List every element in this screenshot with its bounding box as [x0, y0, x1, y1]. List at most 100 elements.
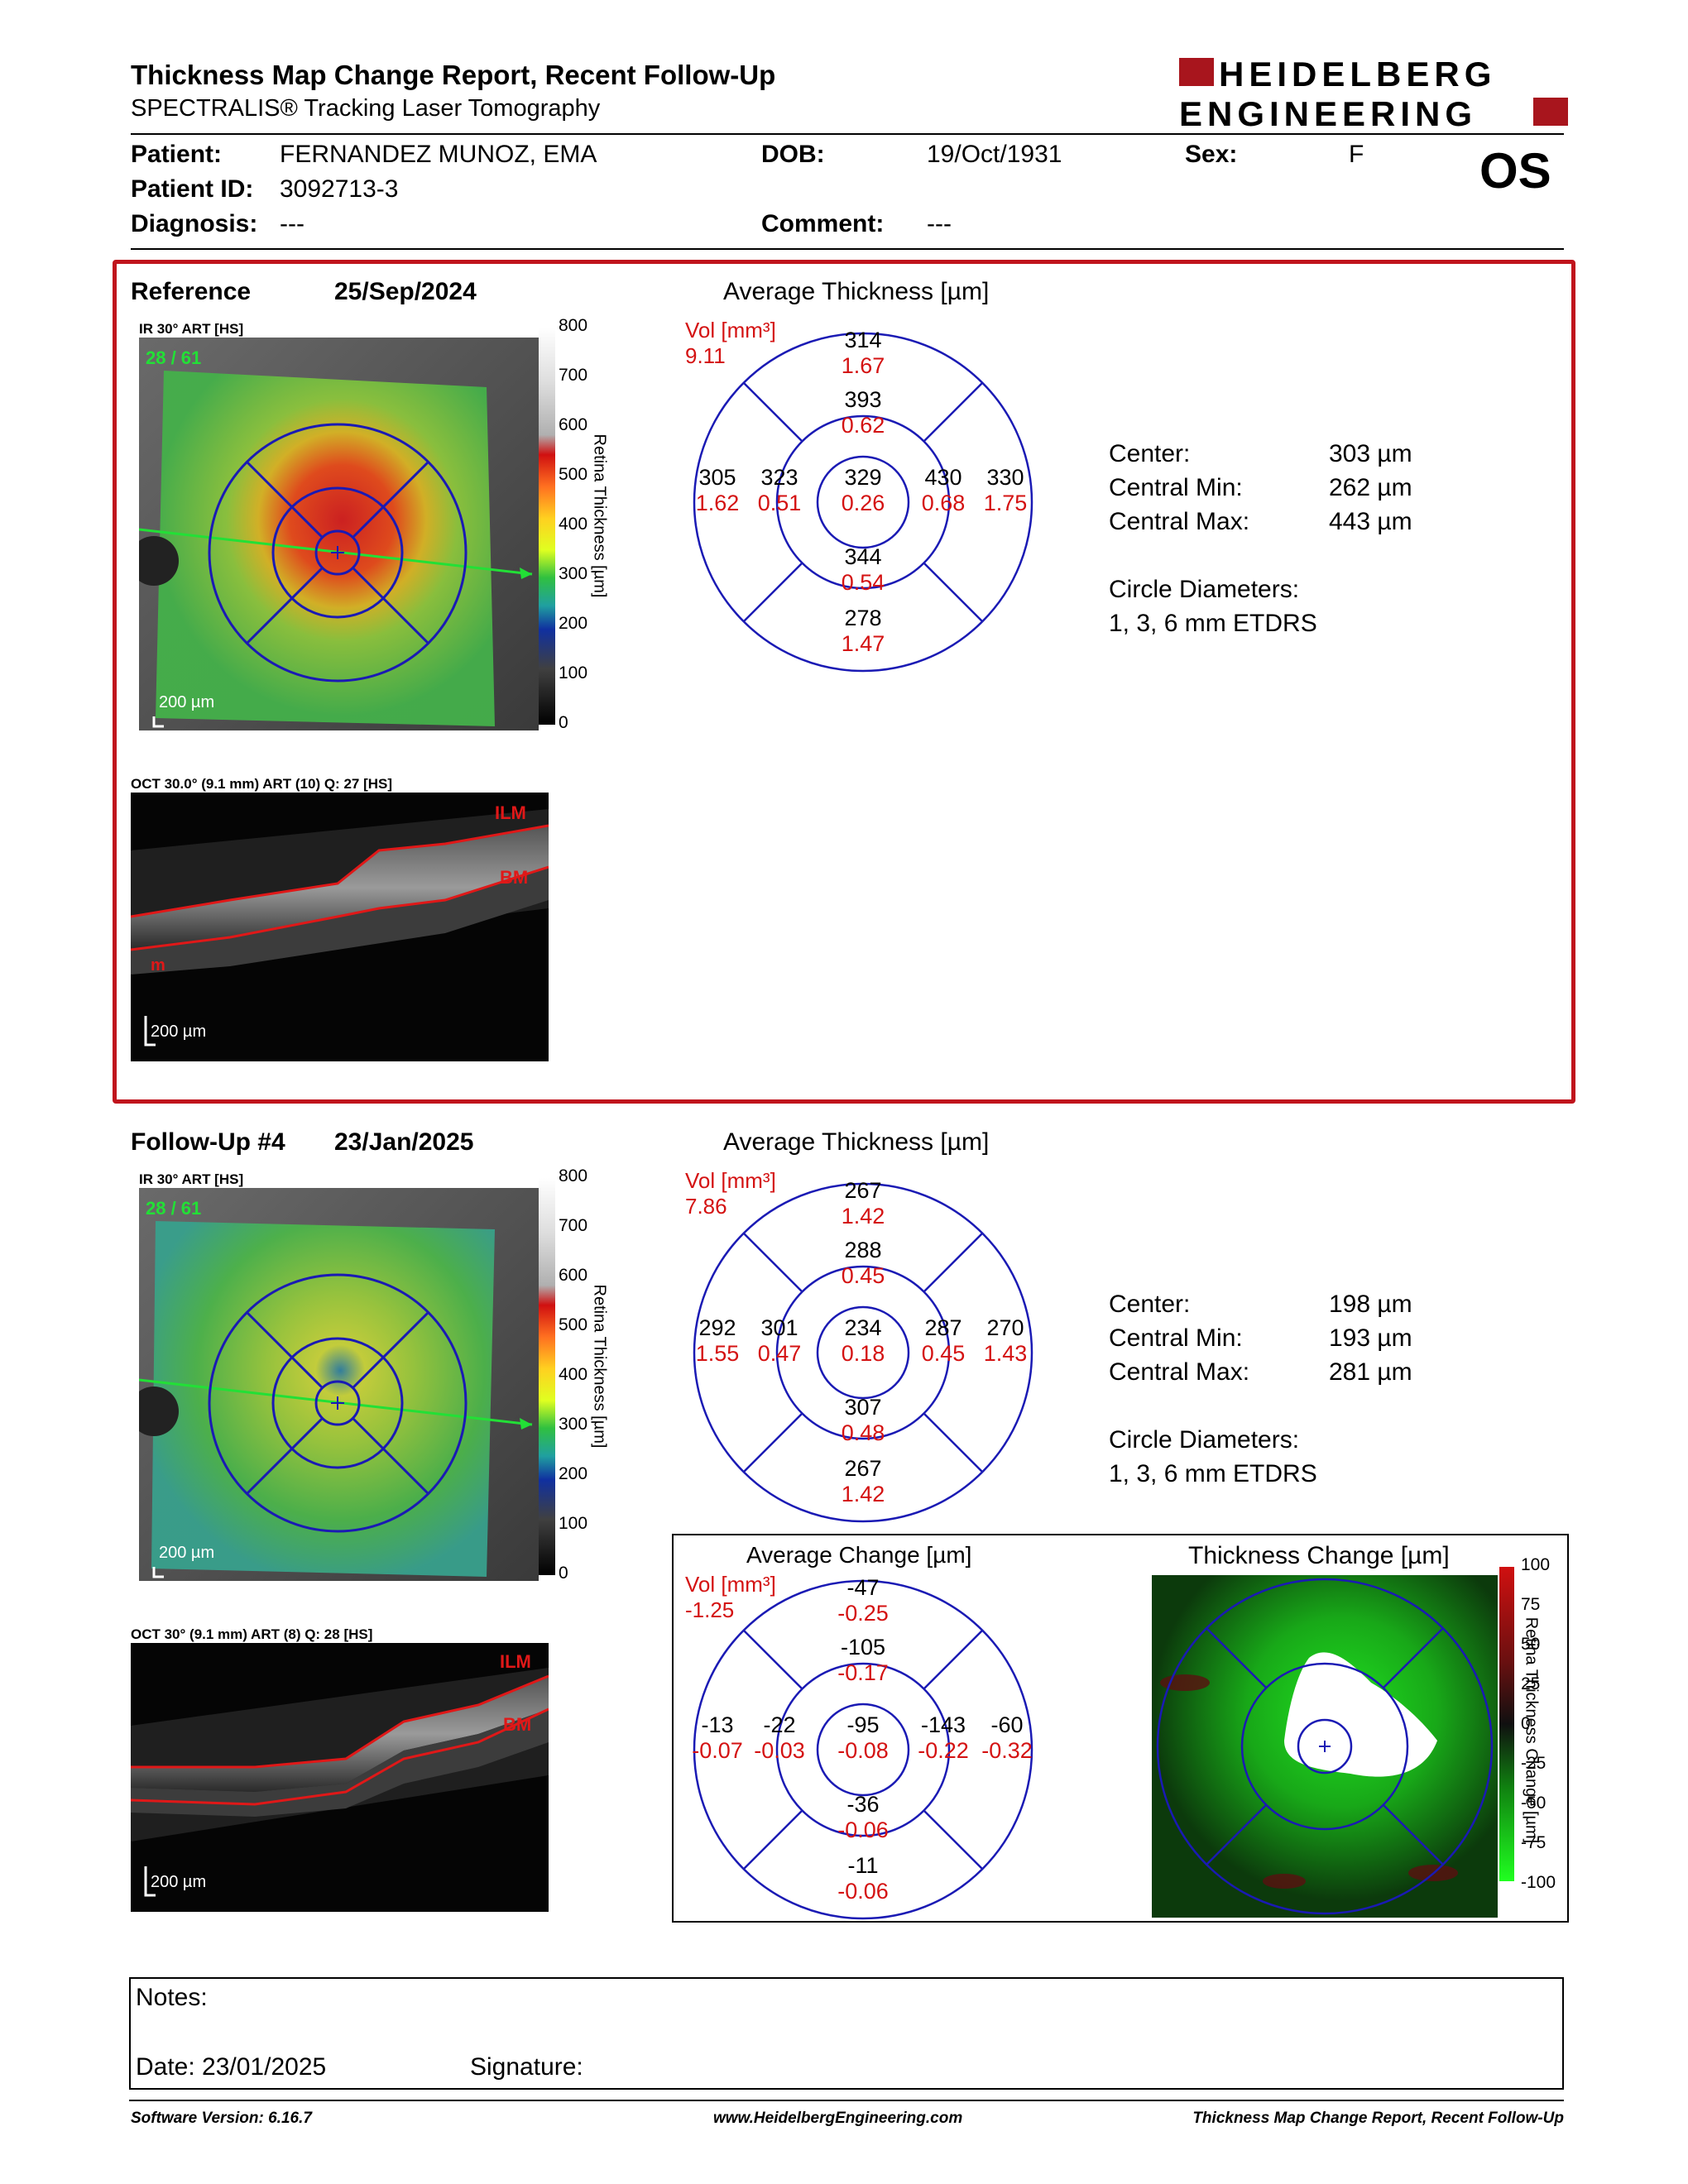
tick-label: 100: [559, 1514, 588, 1533]
followup-oct-scale: 200 µm: [151, 1873, 207, 1891]
change-volume: Vol [mm³] -1.25: [685, 1572, 776, 1623]
tick-label: 25: [1521, 1674, 1541, 1693]
patient-divider: [131, 248, 1564, 250]
grid-outer-temporal: 305 1.62: [695, 465, 740, 515]
followup-colorbar: [539, 1178, 555, 1575]
notes-label: Notes:: [136, 1984, 208, 2011]
followup-bm-label: BM: [503, 1714, 532, 1735]
reference-colorbar: [539, 328, 555, 725]
change-map-title: Thickness Change [µm]: [1188, 1542, 1450, 1569]
tick-label: -50: [1521, 1794, 1547, 1813]
grid-outer-superior: -47 -0.25: [837, 1575, 889, 1626]
signature-label: Signature:: [470, 2053, 583, 2081]
reference-circle-value: 1, 3, 6 mm ETDRS: [1109, 610, 1317, 637]
reference-center-value: 303 µm: [1329, 440, 1412, 467]
tick-label: -75: [1521, 1833, 1547, 1852]
tick-label: -25: [1521, 1754, 1547, 1773]
report-subtitle: SPECTRALIS® Tracking Laser Tomography: [131, 95, 601, 122]
grid-center: 234 0.18: [841, 1315, 885, 1366]
reference-min-label: Central Min:: [1109, 474, 1243, 501]
reference-grid-title: Average Thickness [µm]: [723, 278, 990, 305]
logo-graphic: HEIDELBERG ENGINEERING: [1179, 55, 1568, 133]
grid-outer-inferior: 278 1.47: [841, 606, 885, 656]
grid-inner-temporal: -22 -0.03: [754, 1712, 805, 1763]
reference-ir-caption: IR 30° ART [HS]: [139, 321, 244, 337]
reference-label: Reference: [131, 278, 252, 305]
tick-label: 700: [559, 1216, 588, 1235]
change-etdrs-grid: [693, 1579, 1033, 1920]
reference-frame-counter: 28 / 61: [146, 347, 202, 368]
reference-oct-bscan: ILM BM m 200 µm: [131, 793, 549, 1061]
volume-label: Vol [mm³]: [685, 1168, 776, 1193]
tick-label: 0: [1521, 1714, 1531, 1733]
footer-report-name: Thickness Map Change Report, Recent Foll…: [1192, 2110, 1564, 2127]
tick-label: 600: [559, 1266, 588, 1285]
followup-oct-bscan: ILM BM 200 µm: [131, 1643, 549, 1912]
reference-grid-values: 314 1.67 393 0.62 305 1.62 323 0.51 329 0.26 …: [692, 328, 1034, 673]
report-title: Thickness Map Change Report, Recent Foll…: [131, 60, 776, 90]
tick-label: 200: [559, 614, 588, 633]
grid-outer-superior: 267 1.42: [841, 1178, 885, 1228]
followup-ir-caption: IR 30° ART [HS]: [139, 1171, 244, 1187]
tick-label: 0: [559, 1564, 568, 1583]
comment-label: Comment:: [761, 210, 885, 237]
tick-label: 800: [559, 1166, 588, 1185]
followup-grid-values: 267 1.42 288 0.45 292 1.55 301 0.47 234 0.18 …: [692, 1178, 1034, 1524]
followup-min-value: 193 µm: [1329, 1324, 1412, 1352]
tick-label: 100: [1521, 1555, 1551, 1574]
reference-etdrs-grid: [693, 332, 1033, 673]
footer-divider: [129, 2100, 1564, 2101]
company-logo: HEIDELBERG ENGINEERING: [1179, 53, 1568, 133]
grid-inner-temporal: 323 0.51: [757, 465, 802, 515]
notes-date: Date: 23/01/2025: [136, 2053, 327, 2081]
notes-box[interactable]: [129, 1977, 1564, 2090]
followup-date: 23/Jan/2025: [334, 1128, 474, 1156]
patient-id: 3092713-3: [280, 175, 399, 203]
followup-colorbar-label: Retina Thickness [µm]: [590, 1284, 609, 1449]
reference-scale-bar: 200 µm: [159, 693, 215, 711]
tick-label: -100: [1521, 1873, 1556, 1892]
patient-name: FERNANDEZ MUNOZ, EMA: [280, 141, 597, 168]
reference-fundus-map: 28 / 61 200 µm: [139, 338, 539, 730]
grid-inner-superior: -105 -0.17: [837, 1635, 889, 1685]
followup-ilm-label: ILM: [500, 1651, 531, 1672]
volume-value: 9.11: [685, 343, 726, 368]
reference-colorbar-label: Retina Thickness [µm]: [590, 433, 609, 598]
tick-label: 0: [559, 713, 568, 732]
grid-inner-nasal: -143 -0.22: [918, 1712, 969, 1763]
grid-outer-superior: 314 1.67: [841, 328, 885, 378]
footer-url[interactable]: www.HeidelbergEngineering.com: [713, 2110, 963, 2127]
logo-line1: HEIDELBERG: [1219, 55, 1496, 93]
grid-inner-inferior: 344 0.54: [841, 544, 885, 595]
followup-max-label: Central Max:: [1109, 1358, 1250, 1386]
grid-outer-nasal: -60 -0.32: [981, 1712, 1033, 1763]
tick-label: 400: [559, 515, 588, 534]
reference-bm-label: BM: [500, 867, 529, 888]
sex-label: Sex:: [1185, 141, 1238, 168]
grid-center: -95 -0.08: [837, 1712, 889, 1763]
reference-oct-scale: 200 µm: [151, 1023, 207, 1041]
grid-outer-nasal: 330 1.75: [983, 465, 1028, 515]
reference-circle-label: Circle Diameters:: [1109, 576, 1300, 603]
grid-outer-nasal: 270 1.43: [983, 1315, 1028, 1366]
followup-frame-counter: 28 / 61: [146, 1198, 202, 1219]
tick-label: 200: [559, 1464, 588, 1483]
grid-inner-superior: 393 0.62: [841, 387, 885, 438]
patient-id-label: Patient ID:: [131, 175, 254, 203]
comment-value: ---: [927, 210, 952, 237]
reference-volume: Vol [mm³] 9.11: [685, 318, 776, 369]
tick-label: 500: [559, 465, 588, 484]
grid-outer-inferior: -11 -0.06: [837, 1853, 889, 1904]
volume-value: 7.86: [685, 1194, 727, 1219]
grid-center: 329 0.26: [841, 465, 885, 515]
reference-oct-caption: OCT 30.0° (9.1 mm) ART (10) Q: 27 [HS]: [131, 776, 393, 792]
grid-inner-inferior: -36 -0.06: [837, 1792, 889, 1842]
tick-label: 600: [559, 415, 588, 434]
grid-outer-temporal: 292 1.55: [695, 1315, 740, 1366]
followup-circle-label: Circle Diameters:: [1109, 1426, 1300, 1454]
reference-max-value: 443 µm: [1329, 508, 1412, 535]
change-grid-title: Average Change [µm]: [746, 1542, 972, 1568]
tick-label: 500: [559, 1315, 588, 1334]
tick-label: 300: [559, 564, 588, 583]
followup-center-value: 198 µm: [1329, 1291, 1412, 1318]
